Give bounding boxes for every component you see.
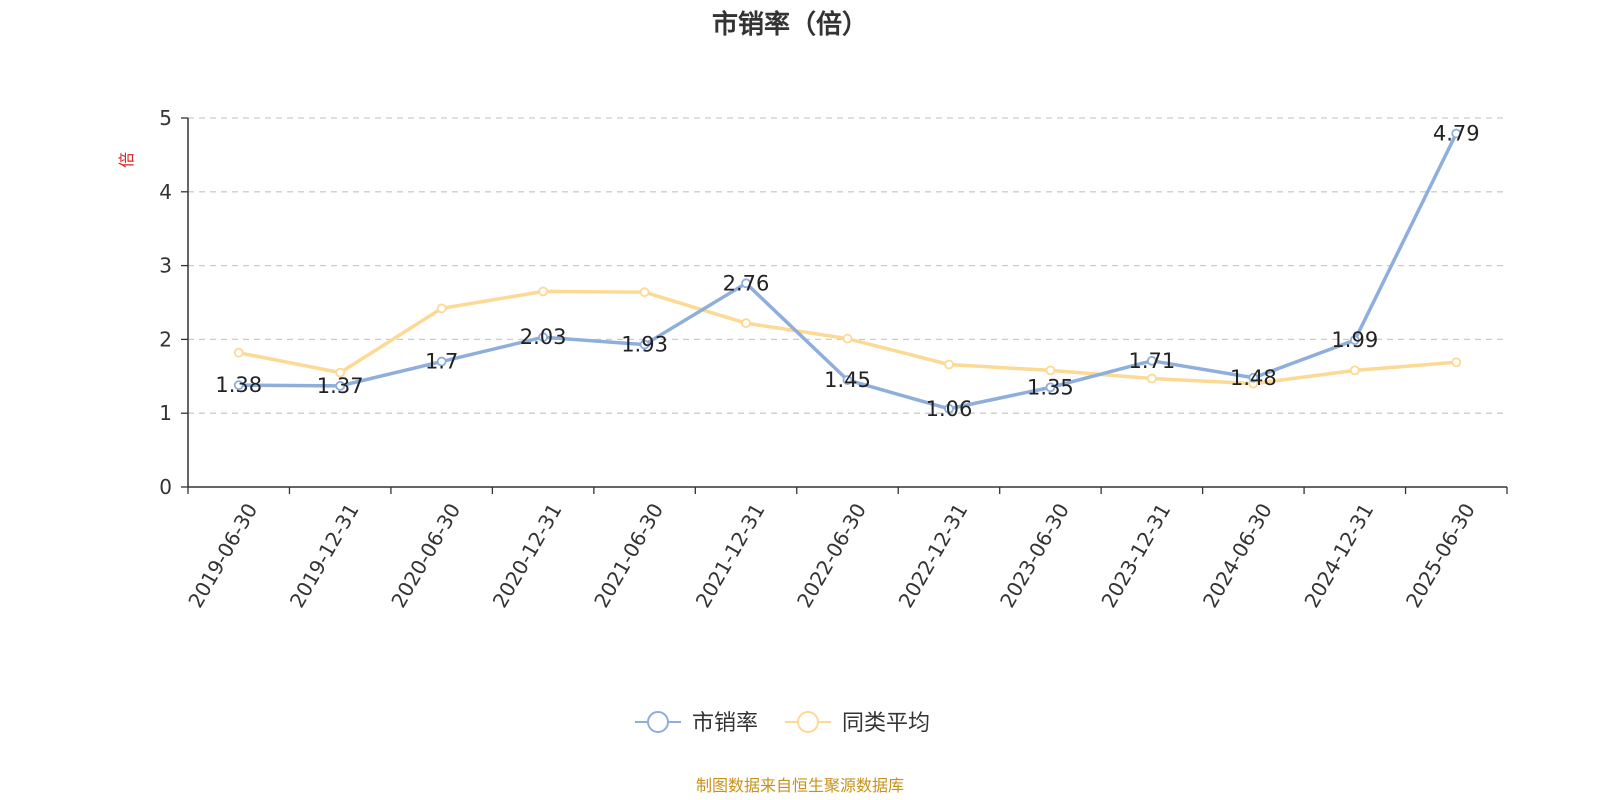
data-point[interactable] xyxy=(1146,355,1157,366)
x-tick-label: 2021-06-30 xyxy=(589,499,668,612)
legend-marker-icon xyxy=(797,711,819,733)
data-label: 1.37 xyxy=(317,374,364,398)
y-tick-label: 5 xyxy=(159,106,172,130)
data-point[interactable] xyxy=(335,367,346,378)
data-point[interactable] xyxy=(335,380,346,391)
x-tick-label: 2023-06-30 xyxy=(995,499,1074,612)
data-label: 2.03 xyxy=(520,325,567,349)
x-tick-label: 2020-12-31 xyxy=(488,499,567,612)
data-point[interactable] xyxy=(1451,128,1462,139)
data-point[interactable] xyxy=(639,339,650,350)
data-label: 2.76 xyxy=(723,271,770,295)
data-point[interactable] xyxy=(1045,382,1056,393)
data-point[interactable] xyxy=(538,286,549,297)
data-point[interactable] xyxy=(1146,373,1157,384)
data-label: 1.7 xyxy=(425,350,458,374)
axes xyxy=(187,118,1507,488)
legend-marker-icon xyxy=(647,711,669,733)
data-label: 1.06 xyxy=(926,397,973,421)
data-point[interactable] xyxy=(1248,372,1259,383)
data-label: 1.48 xyxy=(1230,366,1277,390)
legend-item-1[interactable]: 同类平均 xyxy=(785,711,930,736)
x-tick-label: 2022-06-30 xyxy=(792,499,871,612)
data-label: 1.71 xyxy=(1129,349,1176,373)
y-tick-label: 0 xyxy=(159,475,172,499)
data-label: 1.99 xyxy=(1331,328,1378,352)
data-point[interactable] xyxy=(1349,365,1360,376)
x-tick-label: 2025-06-30 xyxy=(1401,499,1480,612)
y-tick-label: 2 xyxy=(159,327,172,351)
data-point[interactable] xyxy=(842,333,853,344)
y-axis-label: 倍 xyxy=(117,152,136,168)
legend[interactable]: 市销率 同类平均 xyxy=(635,711,930,736)
data-label: 1.35 xyxy=(1027,375,1074,399)
data-point[interactable] xyxy=(944,359,954,370)
data-point[interactable] xyxy=(1451,357,1462,368)
data-label: 1.38 xyxy=(215,373,262,397)
data-labels: 1.38 1.37 1.7 2.03 1.93 2.76 1.45 1.06 1.35 1.71 1… xyxy=(215,121,1479,420)
data-label: 1.93 xyxy=(621,333,668,357)
x-tick-label: 2021-12-31 xyxy=(691,499,770,612)
x-tick-label: 2023-12-31 xyxy=(1096,499,1175,612)
data-point[interactable] xyxy=(944,403,954,414)
data-point[interactable] xyxy=(639,287,650,298)
data-point[interactable] xyxy=(1349,335,1360,346)
x-tick-label: 2022-12-31 xyxy=(894,499,973,612)
y-tick-label: 4 xyxy=(159,180,172,204)
data-point[interactable] xyxy=(538,332,549,343)
data-point[interactable] xyxy=(1045,365,1056,376)
data-point[interactable] xyxy=(233,380,244,391)
x-tick-label: 2019-12-31 xyxy=(285,499,364,612)
x-tick-label: 2024-12-31 xyxy=(1299,499,1378,612)
y-tick-label: 3 xyxy=(159,254,172,278)
data-point[interactable] xyxy=(741,318,751,329)
x-tick-label: 2019-06-30 xyxy=(183,499,262,612)
y-ticks: 0 1 2 3 4 5 xyxy=(159,106,188,499)
data-point[interactable] xyxy=(842,375,853,385)
data-point[interactable] xyxy=(436,356,447,367)
data-label: 4.79 xyxy=(1433,121,1480,145)
legend-label: 同类平均 xyxy=(842,711,930,736)
source-note: 制图数据来自恒生聚源数据库 xyxy=(696,776,904,795)
data-point[interactable] xyxy=(233,347,244,358)
x-tick-label: 2020-06-30 xyxy=(386,499,465,612)
data-point[interactable] xyxy=(436,303,447,314)
legend-label: 市销率 xyxy=(692,711,758,736)
data-label: 1.45 xyxy=(824,368,871,392)
series xyxy=(233,128,1462,414)
legend-item-0[interactable]: 市销率 xyxy=(635,711,758,736)
y-tick-label: 1 xyxy=(159,401,172,425)
x-ticks: 2019-06-30 2019-12-31 2020-06-30 2020-12-31… xyxy=(183,487,1508,612)
x-tick-label: 2024-06-30 xyxy=(1198,499,1277,612)
data-point[interactable] xyxy=(741,278,751,289)
chart-title: 市销率（倍） xyxy=(712,9,868,40)
